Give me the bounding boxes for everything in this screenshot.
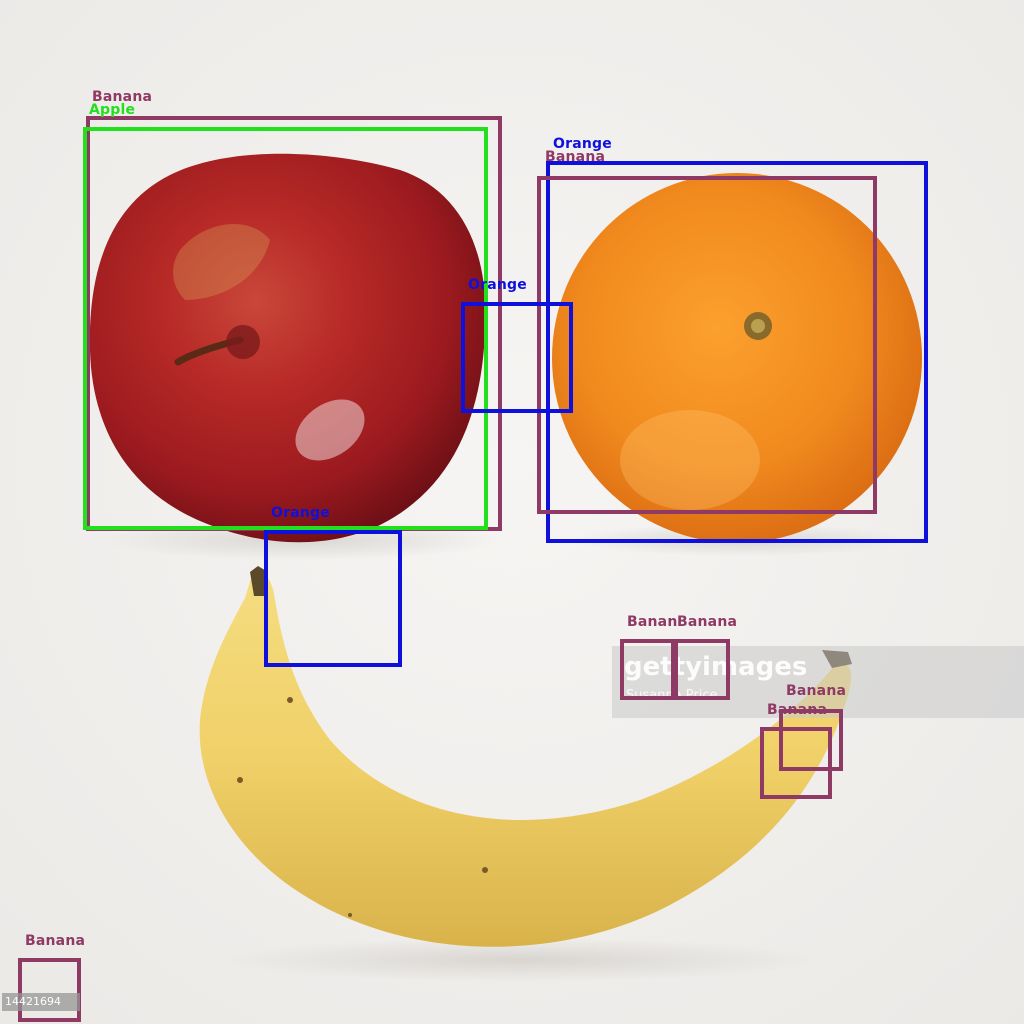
detection-label: Apple (89, 102, 136, 118)
detection-label: Orange (271, 505, 330, 521)
detection-label: Orange (553, 136, 612, 152)
detection-label: Orange (468, 277, 527, 293)
detection-label: Banana (767, 702, 828, 718)
detection-label: Banana (786, 683, 847, 699)
detection-label: Banana (545, 149, 606, 165)
detection-box (671, 639, 730, 700)
detection-box (461, 302, 573, 413)
detection-box (620, 639, 678, 700)
detection-label: Banan (627, 614, 678, 630)
image-id-tag: 14421694 (2, 993, 80, 1011)
detection-box (537, 176, 877, 514)
detection-box (264, 530, 402, 667)
detection-box (83, 127, 488, 530)
detection-box (760, 727, 832, 799)
detection-label: Banana (25, 933, 86, 949)
watermark-logo: gettyimages (624, 652, 808, 682)
banana (199, 573, 852, 947)
orange (552, 173, 922, 543)
detection-box (779, 709, 843, 771)
detection-box (546, 161, 928, 543)
detection-label: Banana (677, 614, 738, 630)
detection-box (18, 958, 81, 1022)
apple (89, 153, 486, 543)
detection-label: Banana (92, 89, 153, 105)
